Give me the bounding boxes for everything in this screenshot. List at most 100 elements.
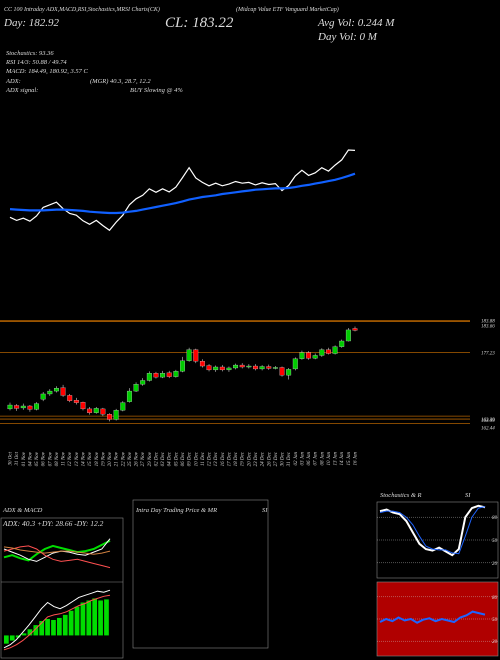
intraday-frame [132,499,269,649]
date-label: 22 Nov [121,451,126,466]
date-label: 15 Jan [347,452,352,466]
date-label: 24 Dec [261,451,266,466]
candle-body [246,365,252,368]
date-label: 26 Dec [267,451,272,466]
candle-body [107,414,112,420]
date-label: 30 Dec [281,451,286,466]
candle-body [226,367,232,371]
date-label: 06 Jan [307,452,312,466]
adx-text: ADX: [5,78,21,85]
close-price: CL: 183.22 [165,15,234,31]
header-line: (Midcap Value ETF Vanguard MarketCap) [236,6,339,13]
y-tick-label: 80 [492,516,498,521]
candle-body [239,364,245,368]
candle-body [120,402,126,411]
candle-body [345,329,351,342]
macd-bar [51,620,56,636]
candle-body [160,373,166,378]
candle-body [213,366,219,371]
date-label: 19 Nov [101,451,106,466]
candle-body [173,371,179,377]
price-line [9,149,356,232]
date-label: 18 Nov [95,451,100,466]
candle-body [100,408,106,415]
date-label: 18 Dec [234,451,239,466]
candle-body [219,366,225,371]
candle-body [93,408,99,413]
candle-body [306,352,312,359]
date-label: 20 Nov [108,451,113,466]
price-label: 163.39 [481,418,495,423]
indicator-line [379,610,486,624]
candle-body [279,367,285,376]
candle-body [259,366,265,370]
indicator-line [3,546,111,555]
date-label: 08 Nov [55,451,60,466]
candle-body [339,340,345,347]
candle-body [286,369,292,376]
date-label: 12 Nov [68,451,73,466]
date-label: 10 Dec [194,451,199,466]
candle-body [73,400,79,403]
candle-body [352,328,358,331]
candle-body [180,360,185,372]
date-label: 31 Oct [15,451,20,465]
candle-body [34,403,39,410]
date-label: 13 Nov [75,451,80,466]
candle-body [80,401,86,410]
macd-bar [15,635,21,638]
macd-bar [39,621,45,636]
price-label: 163.99 [481,419,495,424]
date-label: 04 Dec [168,451,173,466]
y-tick-label: 50 [492,539,498,544]
panel-title: Stochastics & R [380,492,422,499]
candle-body [40,393,46,400]
y-tick-label: 80 [492,596,498,601]
date-label: 01 Nov [22,451,27,466]
y-tick-label: 20 [492,562,498,567]
date-label: 29 Nov [148,451,153,466]
candle-body [146,373,152,381]
macd-bar [98,600,103,636]
macd-line [3,594,111,651]
macd-bar [86,600,92,636]
candle-body [312,355,318,359]
macd-line [3,589,111,649]
intraday-title: SI [262,507,268,514]
date-label: 26 Nov [135,451,140,466]
y-tick-label: 50 [492,618,498,623]
candle-body [332,346,338,354]
avg-vol: Avg Vol: 0.244 M [317,17,395,29]
adx-values: (MGR) 40.3, 28.7, 12.2 [90,78,151,85]
macd-bar [9,635,15,641]
candle-body [266,366,272,369]
candle-body [126,390,132,402]
candle-body [186,349,192,361]
macd-bar [4,635,9,644]
date-label: 21 Nov [115,451,120,466]
candle-body [133,384,139,392]
panel-title: ADX & MACD [2,507,43,514]
candle-body [272,367,278,369]
macd-bar [21,633,27,636]
adx-signal-label: ADX signal: [5,87,38,94]
date-label: 08 Jan [320,452,325,466]
date-label: 13 Jan [334,452,339,466]
date-label: 06 Nov [42,451,47,466]
indicator-line [379,506,486,555]
ma-line [9,172,356,215]
date-label: 12 Dec [208,451,213,466]
candle-body [153,373,159,378]
candle-body [326,349,331,354]
date-label: 23 Dec [254,451,259,466]
candle-body [113,410,119,420]
adx-frame [0,517,124,659]
candle-body [20,405,26,409]
price-label: 162.44 [481,427,495,432]
date-label: 02 Jan [294,452,299,466]
date-label: 10 Jan [327,452,332,466]
candle-body [199,361,205,367]
indicator-line [3,539,111,562]
panel-title: SI [465,492,471,499]
candle-body [27,405,33,410]
